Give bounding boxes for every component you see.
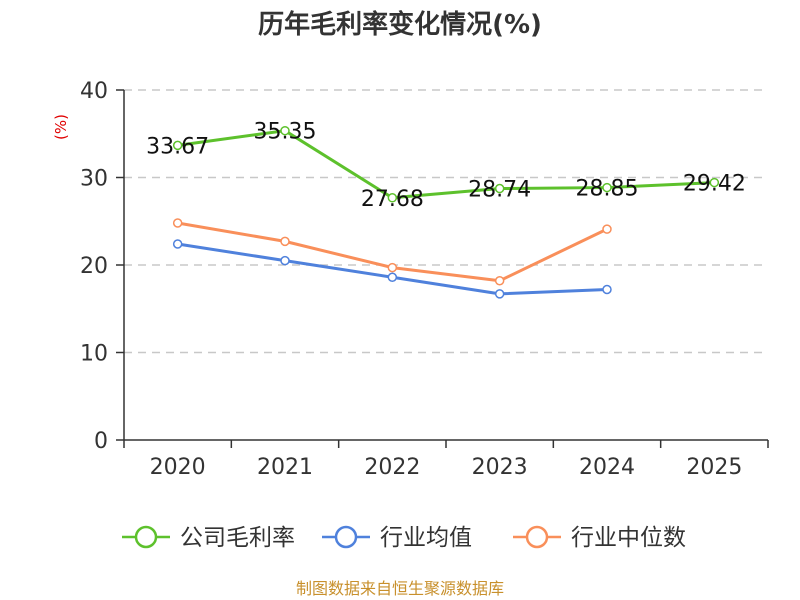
- data-point: [602, 224, 612, 234]
- data-point: [172, 218, 183, 228]
- data-point: [387, 262, 398, 273]
- y-tick-label: 10: [80, 342, 108, 367]
- data-point: [280, 236, 290, 247]
- data-point: [387, 193, 398, 203]
- source-note: 制图数据来自恒生聚源数据库: [296, 579, 504, 598]
- x-tick-label: 2020: [150, 455, 206, 480]
- x-tick-label: 2021: [257, 455, 313, 480]
- data-point: [494, 183, 505, 194]
- series-group: [172, 125, 720, 299]
- data-label: 33.67: [146, 134, 209, 159]
- x-tick-label: 2022: [364, 455, 420, 480]
- data-label: 27.68: [361, 187, 424, 212]
- data-point: [494, 289, 505, 299]
- y-axis-ticks: 0 10 20 30 40: [80, 79, 124, 454]
- data-label: 29.42: [683, 172, 746, 197]
- data-label: 28.74: [468, 178, 531, 203]
- legend-label: 公司毛利率: [180, 525, 295, 551]
- data-point: [280, 255, 290, 266]
- data-point: [709, 177, 720, 188]
- legend-label: 行业中位数: [571, 525, 686, 551]
- legend: 公司毛利率 行业均值 行业中位数: [122, 525, 686, 551]
- x-tick-label: 2025: [686, 455, 742, 480]
- y-tick-label: 0: [94, 429, 108, 454]
- y-axis-unit: (%): [52, 114, 70, 140]
- x-tick-label: 2023: [472, 455, 528, 480]
- x-axis-ticks: 2020 2021 2022 2023 2024 2025: [123, 440, 769, 480]
- data-point: [280, 125, 290, 136]
- x-tick-label: 2024: [579, 455, 635, 480]
- data-point: [387, 272, 398, 282]
- data-point: [602, 284, 612, 295]
- series-line-0: [177, 129, 715, 200]
- y-tick-label: 40: [80, 79, 108, 104]
- data-label: 35.35: [254, 120, 317, 145]
- data-labels: 33.67 35.35 27.68 28.74 28.85 29.42: [146, 120, 746, 212]
- data-point: [602, 182, 612, 193]
- data-point: [172, 140, 183, 151]
- legend-marker-icon: [525, 525, 549, 549]
- gridlines: [124, 89, 768, 354]
- data-label: 28.85: [576, 177, 639, 202]
- y-tick-label: 20: [80, 254, 108, 279]
- data-point: [172, 239, 183, 249]
- legend-marker-icon: [134, 525, 158, 549]
- y-tick-label: 30: [80, 167, 108, 192]
- chart-title: 历年毛利率变化情况(%): [258, 9, 542, 40]
- legend-marker-icon: [334, 525, 358, 549]
- data-point: [494, 276, 505, 286]
- legend-label: 行业均值: [380, 525, 472, 551]
